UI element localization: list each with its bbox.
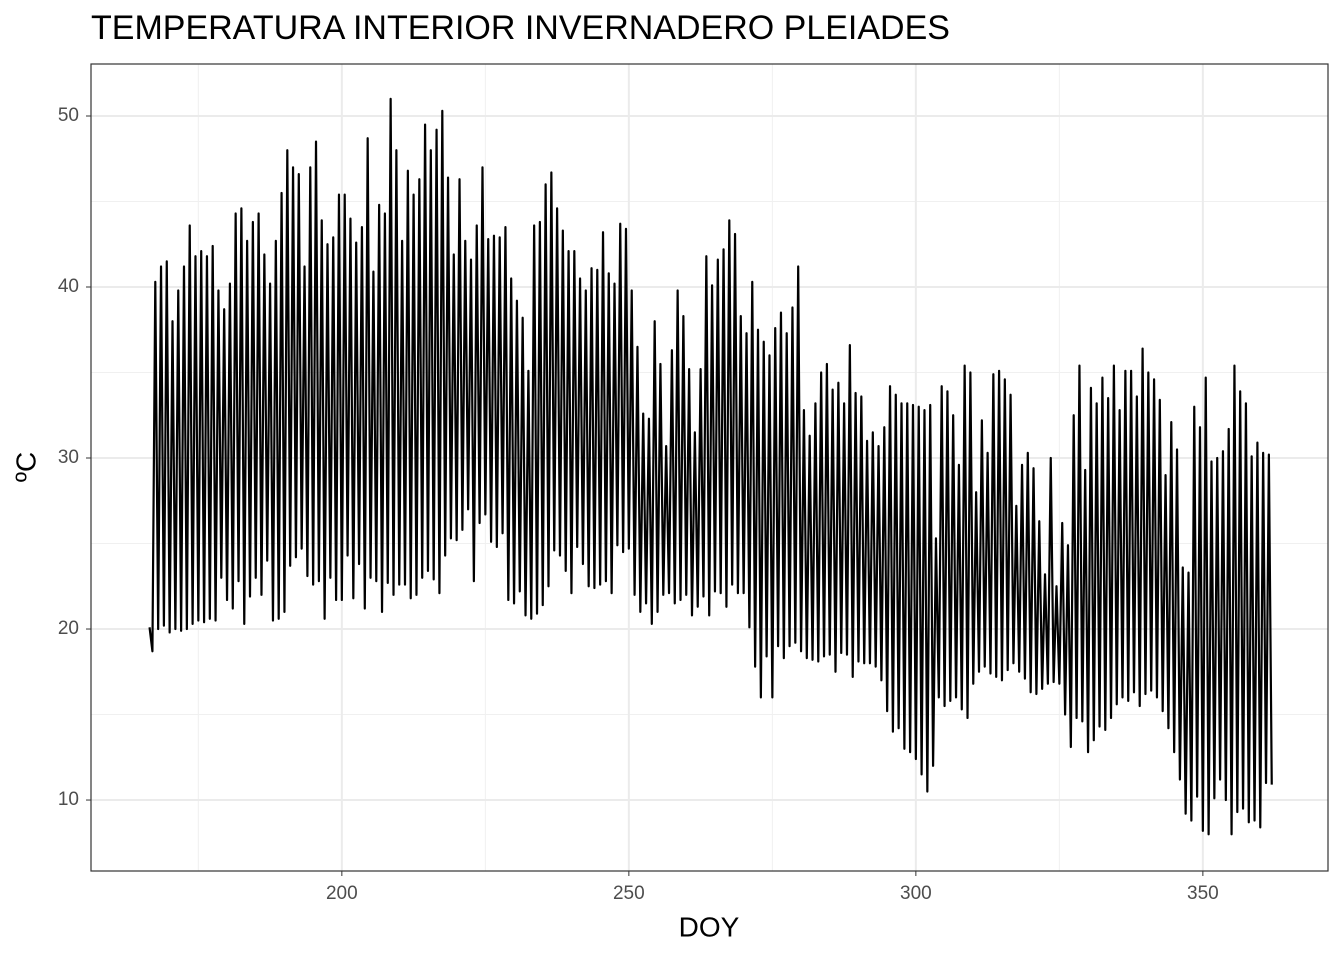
chart-title: TEMPERATURA INTERIOR INVERNADERO PLEIADE… xyxy=(91,9,950,47)
axes: 200 250 300 350 10 20 30 40 50 xyxy=(58,105,1219,904)
panel-border xyxy=(90,63,1329,872)
y-tick-label: 40 xyxy=(58,276,79,297)
x-axis-label: DOY xyxy=(679,911,740,942)
y-tick-label: 50 xyxy=(58,105,79,126)
y-tick-label: 20 xyxy=(58,618,79,639)
x-tick-label: 350 xyxy=(1187,883,1219,904)
y-axis-label: ºC xyxy=(10,452,41,482)
x-tick-label: 250 xyxy=(613,883,645,904)
y-tick-label: 10 xyxy=(58,789,79,810)
x-tick-label: 300 xyxy=(900,883,932,904)
plot xyxy=(148,97,1273,836)
y-tick-label: 30 xyxy=(58,447,79,468)
line-series xyxy=(148,97,1273,836)
x-tick-label: 200 xyxy=(326,883,358,904)
